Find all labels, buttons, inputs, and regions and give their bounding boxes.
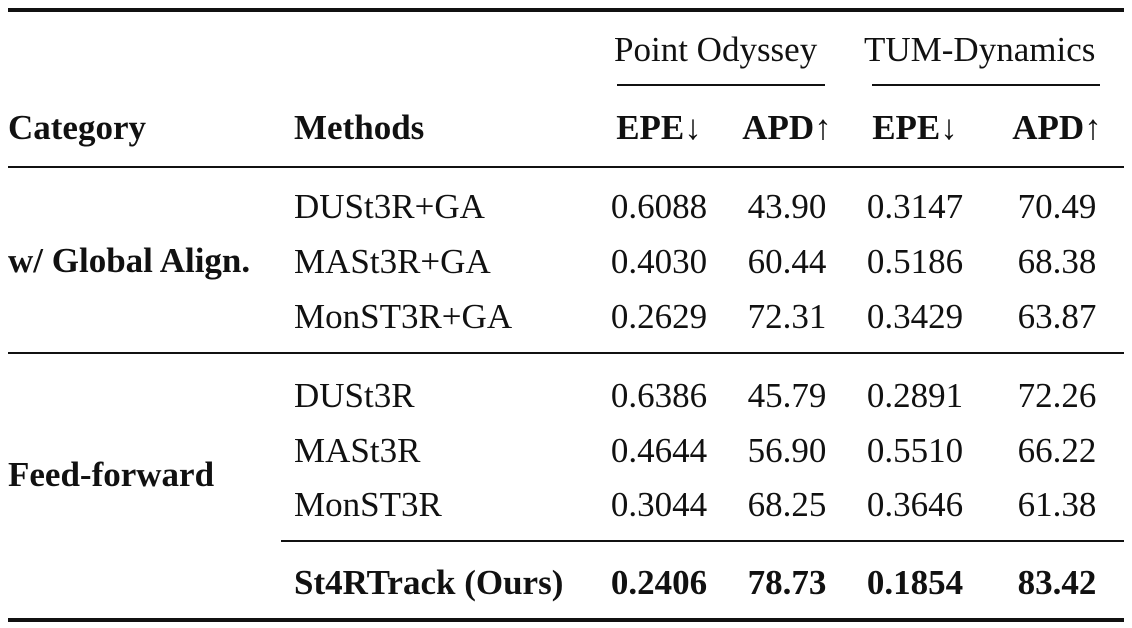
value-cell-ours: 83.42 xyxy=(1017,563,1097,602)
value-cell: 0.2629 xyxy=(610,297,708,336)
value-cell: 61.38 xyxy=(1017,485,1097,524)
header-rule xyxy=(8,166,1124,168)
method-cell: MASt3R+GA xyxy=(294,242,491,281)
value-cell-ours: 0.1854 xyxy=(866,563,964,602)
header-epe-po: EPE↓ xyxy=(616,108,702,147)
header-category: Category xyxy=(8,108,147,147)
ours-separator-rule xyxy=(281,540,1124,542)
header-methods: Methods xyxy=(294,108,425,147)
value-cell: 0.3429 xyxy=(866,297,964,336)
value-cell: 0.6088 xyxy=(610,187,708,226)
value-cell: 0.3646 xyxy=(866,485,964,524)
value-cell: 68.25 xyxy=(747,485,827,524)
category-global-align: w/ Global Align. xyxy=(8,241,251,280)
value-cell: 0.5186 xyxy=(866,242,964,281)
value-cell: 66.22 xyxy=(1017,431,1097,470)
category-feed-forward: Feed-forward xyxy=(8,455,215,494)
value-cell: 0.4644 xyxy=(610,431,708,470)
value-cell: 43.90 xyxy=(747,187,827,226)
value-cell: 0.3147 xyxy=(866,187,964,226)
value-cell: 0.4030 xyxy=(610,242,708,281)
top-rule xyxy=(8,8,1124,12)
value-cell: 0.5510 xyxy=(866,431,964,470)
method-cell: MonST3R xyxy=(294,485,442,524)
group-header-tum-dynamics: TUM-Dynamics xyxy=(864,30,1096,69)
group-separator-rule xyxy=(8,352,1124,354)
value-cell-ours: 0.2406 xyxy=(610,563,708,602)
value-cell: 45.79 xyxy=(747,376,827,415)
header-apd-po: APD↑ xyxy=(742,108,832,147)
value-cell: 0.6386 xyxy=(610,376,708,415)
value-cell: 68.38 xyxy=(1017,242,1097,281)
value-cell: 72.26 xyxy=(1017,376,1097,415)
value-cell: 63.87 xyxy=(1017,297,1097,336)
group-underline-tum-dynamics xyxy=(872,84,1100,86)
value-cell: 0.3044 xyxy=(610,485,708,524)
method-cell: MASt3R xyxy=(294,431,421,470)
method-cell-ours: St4RTrack (Ours) xyxy=(294,563,564,602)
group-header-point-odyssey: Point Odyssey xyxy=(614,30,818,69)
method-cell: MonST3R+GA xyxy=(294,297,513,336)
header-apd-tum: APD↑ xyxy=(1012,108,1102,147)
method-cell: DUSt3R+GA xyxy=(294,187,485,226)
header-epe-tum: EPE↓ xyxy=(872,108,958,147)
value-cell: 70.49 xyxy=(1017,187,1097,226)
value-cell: 72.31 xyxy=(747,297,827,336)
value-cell: 60.44 xyxy=(747,242,827,281)
group-underline-point-odyssey xyxy=(617,84,825,86)
value-cell: 0.2891 xyxy=(866,376,964,415)
bottom-rule xyxy=(8,618,1124,622)
value-cell: 56.90 xyxy=(747,431,827,470)
value-cell-ours: 78.73 xyxy=(747,563,827,602)
method-cell: DUSt3R xyxy=(294,376,415,415)
